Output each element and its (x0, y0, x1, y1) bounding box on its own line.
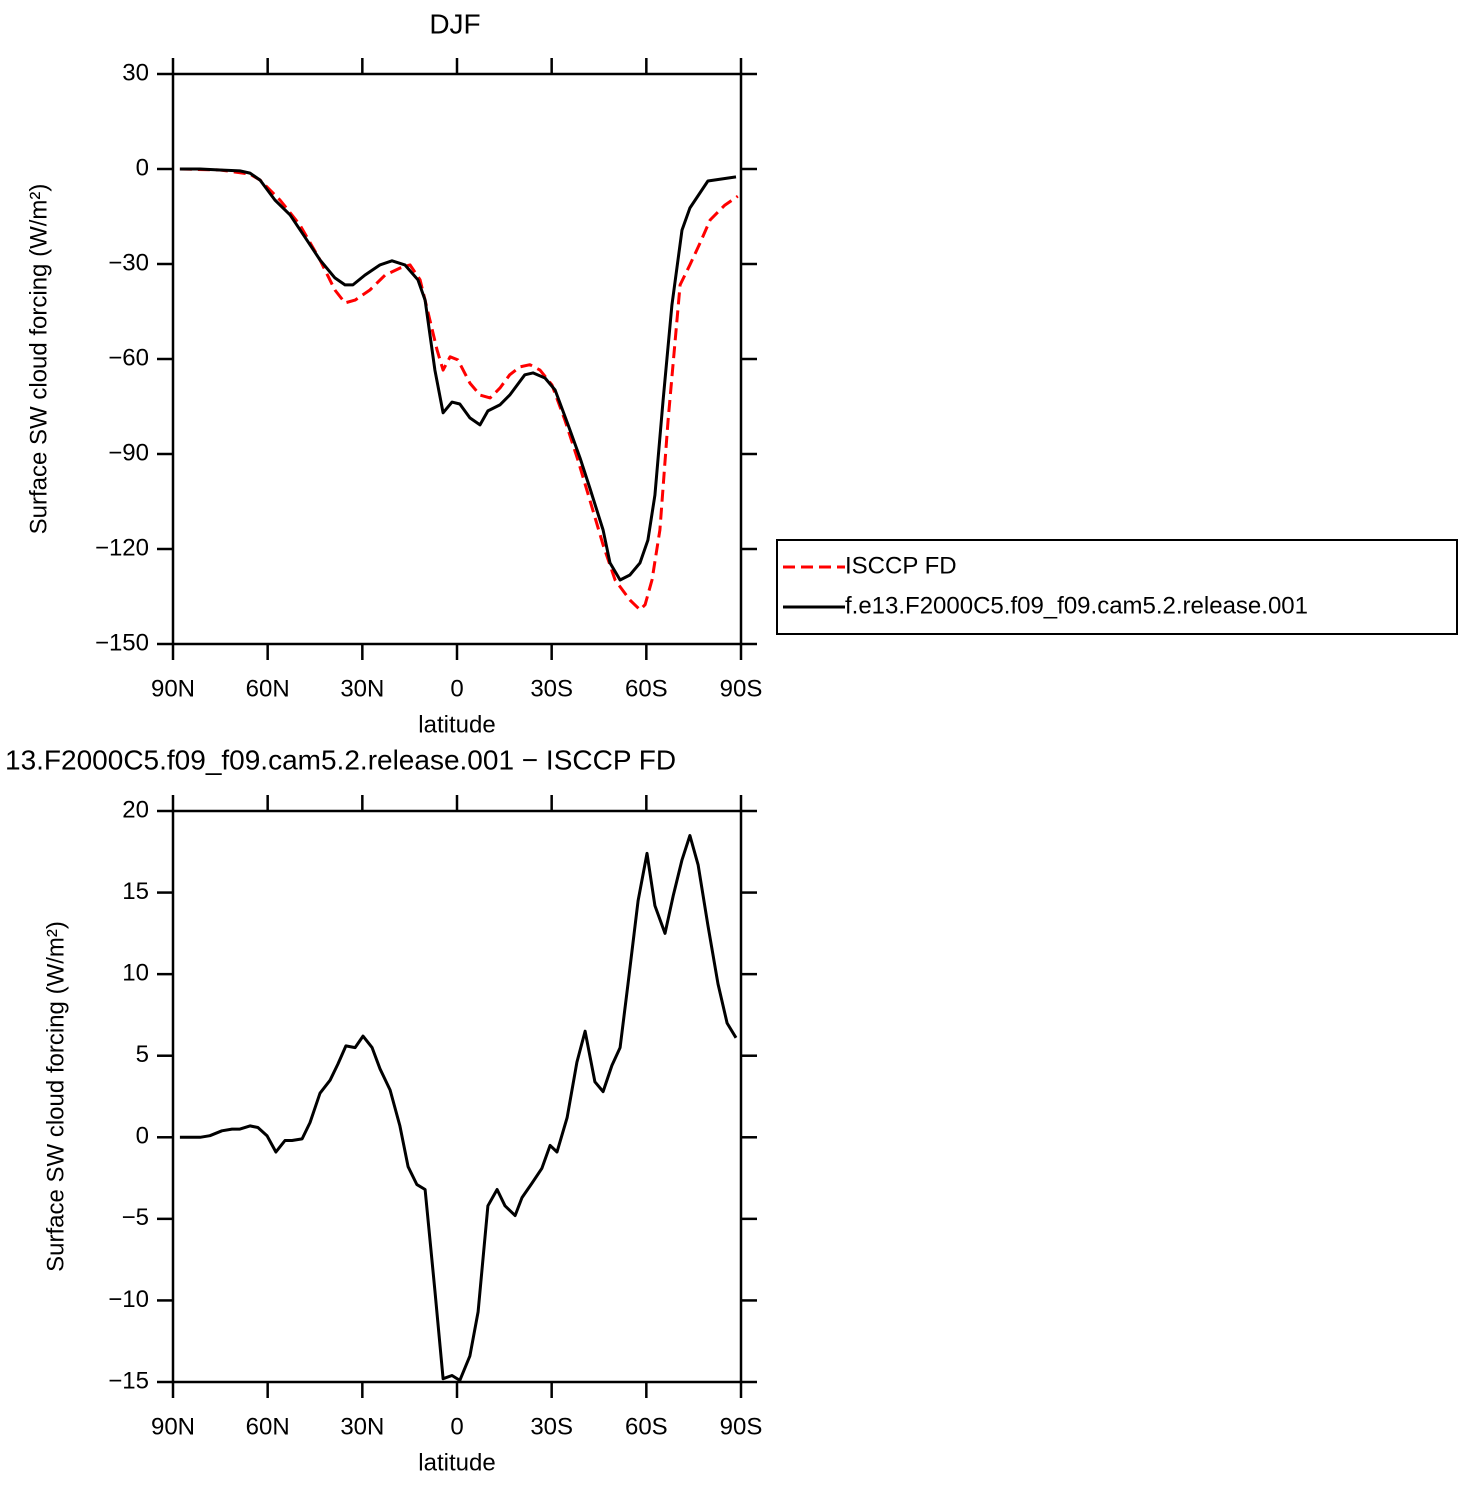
y-tick-label: 30 (122, 59, 149, 86)
y-tick-label: −15 (108, 1367, 149, 1394)
y-tick-label: −120 (95, 534, 149, 561)
chart-title: DJF (429, 8, 480, 39)
series-line (179, 834, 738, 1382)
x-tick-label: 0 (450, 675, 463, 702)
legend-box (776, 539, 1458, 635)
legend-label: f.e13.F2000C5.f09_f09.cam5.2.release.001 (845, 592, 1308, 619)
x-tick-label: 90N (151, 675, 195, 702)
y-tick-label: 20 (122, 796, 149, 823)
y-tick-label: −10 (108, 1286, 149, 1313)
y-tick-label: −90 (108, 439, 149, 466)
plot-frame (171, 809, 743, 1384)
x-tick-label: 60N (246, 1413, 290, 1440)
x-tick-label: 30N (340, 675, 384, 702)
series-line (179, 167, 737, 582)
x-tick-label: 60S (625, 675, 668, 702)
x-tick-label: 30S (530, 1413, 573, 1440)
x-axis-label: latitude (418, 711, 495, 738)
x-tick-label: 30N (340, 1413, 384, 1440)
y-tick-label: 15 (122, 878, 149, 905)
x-tick-label: 0 (450, 1413, 463, 1440)
x-axis-label: latitude (418, 1449, 495, 1476)
y-tick-label: 0 (136, 154, 149, 181)
y-tick-label: 10 (122, 959, 149, 986)
y-tick-label: −60 (108, 344, 149, 371)
series-line (179, 167, 739, 612)
y-tick-label: −30 (108, 249, 149, 276)
x-tick-label: 90S (720, 1413, 763, 1440)
y-axis-label: Surface SW cloud forcing (W/m²) (42, 921, 69, 1272)
x-tick-label: 90S (720, 675, 763, 702)
x-tick-label: 90N (151, 1413, 195, 1440)
y-axis-label: Surface SW cloud forcing (W/m²) (25, 184, 52, 535)
legend-label: ISCCP FD (845, 552, 957, 579)
x-tick-label: 60S (625, 1413, 668, 1440)
y-tick-label: −150 (95, 629, 149, 656)
x-tick-label: 60N (246, 675, 290, 702)
y-tick-label: −5 (122, 1204, 149, 1231)
y-tick-label: 5 (136, 1041, 149, 1068)
y-tick-label: 0 (136, 1123, 149, 1150)
chart-title: 13.F2000C5.f09_f09.cam5.2.release.001 − … (5, 744, 676, 775)
x-tick-label: 30S (530, 675, 573, 702)
